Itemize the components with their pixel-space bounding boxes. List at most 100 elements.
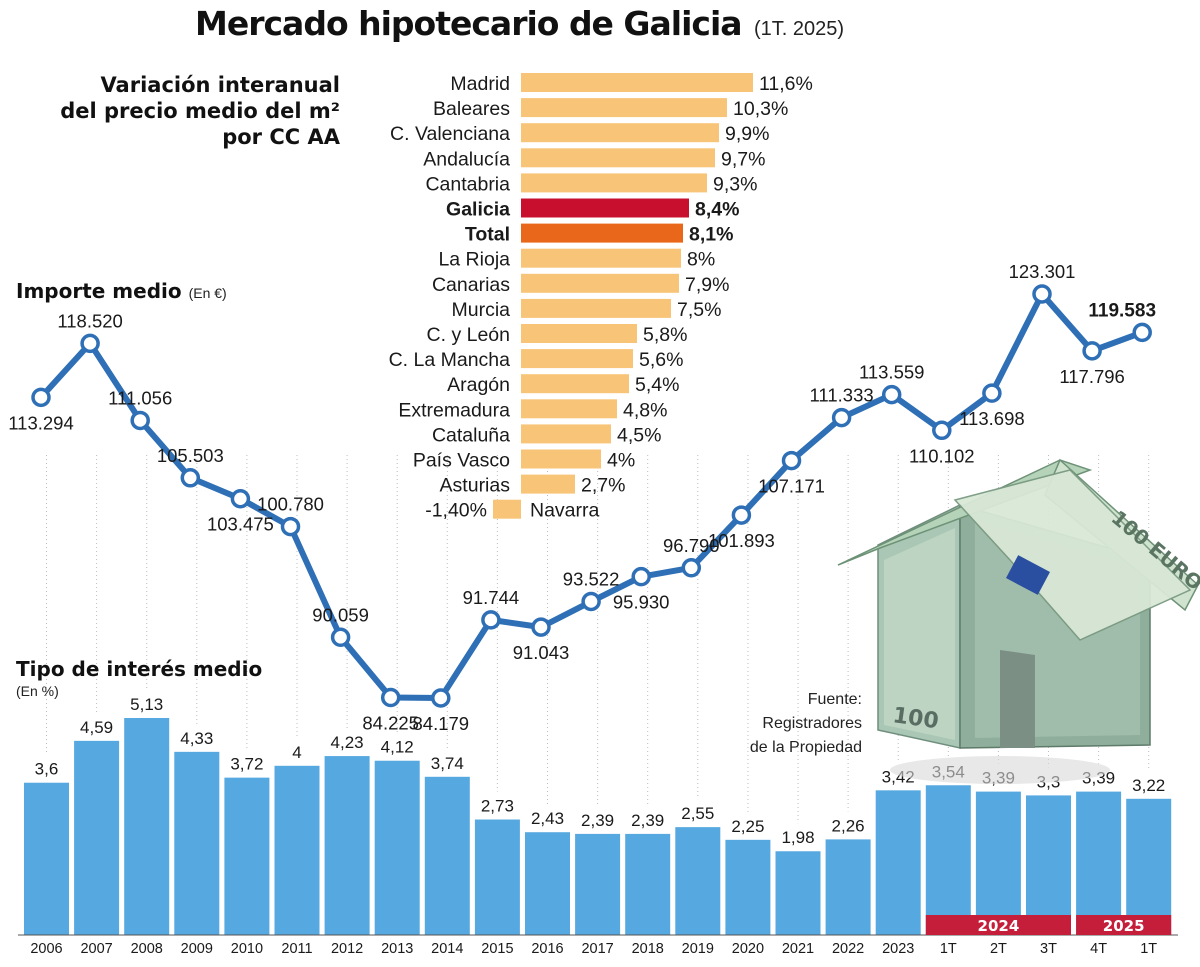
rate-chart-unit: (En %) <box>16 683 59 699</box>
amount-chart-title: Importe medio (En €) <box>16 279 227 303</box>
rate-value-label: 4,59 <box>80 718 113 737</box>
rate-value-label: 2,39 <box>581 811 614 830</box>
rate-bar <box>374 760 420 935</box>
region-value: 9,9% <box>725 123 769 145</box>
amount-chart-unit: (En €) <box>188 285 227 301</box>
rate-category-label: 1T <box>1140 941 1157 957</box>
rate-bar <box>324 756 370 935</box>
rate-category-label: 2010 <box>231 941 263 957</box>
amount-value-label: 111.333 <box>810 385 874 406</box>
amount-value-label: 123.301 <box>1009 261 1076 282</box>
rate-category-label: 2015 <box>481 941 513 957</box>
rate-bar <box>775 851 821 935</box>
amount-point <box>531 617 551 637</box>
amount-value-label: 118.520 <box>57 310 123 331</box>
amount-value-label: 84.179 <box>413 713 470 734</box>
rate-value-label: 3,22 <box>1132 776 1165 795</box>
region-bar <box>521 374 629 394</box>
rate-category-label: 2020 <box>732 941 764 957</box>
rate-bar <box>124 718 170 935</box>
region-bar <box>521 324 637 343</box>
region-value: 2,7% <box>581 475 625 497</box>
amount-point <box>1082 341 1102 361</box>
rate-category-label: 2016 <box>531 941 563 957</box>
rate-bar <box>825 839 871 935</box>
region-name: C. La Mancha <box>389 349 511 371</box>
region-name: Asturias <box>440 475 511 497</box>
rate-value-label: 4,23 <box>331 733 364 752</box>
region-bar <box>521 349 633 369</box>
amount-value-label: 100.780 <box>257 494 324 515</box>
rate-category-label: 2012 <box>331 941 363 957</box>
rate-value-label: 2,43 <box>531 809 564 828</box>
rate-value-label: 3,74 <box>431 754 464 773</box>
region-name: Galicia <box>446 199 510 221</box>
region-bar <box>521 173 707 193</box>
rate-bar <box>725 839 771 935</box>
rate-value-label: 3,72 <box>230 755 263 774</box>
amount-value-label: 117.796 <box>1059 366 1125 387</box>
rate-value-label: 1,98 <box>781 828 814 847</box>
rate-value-label: 2,25 <box>731 817 764 836</box>
amount-value-label: 84.225 <box>362 713 419 734</box>
amount-point <box>781 450 802 471</box>
amount-point <box>280 516 301 537</box>
region-value: 10,3% <box>733 98 788 120</box>
amount-value-label: 91.744 <box>463 587 520 608</box>
region-value: 5,8% <box>643 324 687 346</box>
rate-value-label: 3,6 <box>35 760 59 779</box>
period-band-label: 2025 <box>1103 917 1145 935</box>
rate-category-label: 2022 <box>832 941 864 957</box>
region-bar <box>493 499 521 519</box>
rate-bar <box>925 785 971 935</box>
region-bar <box>521 148 715 168</box>
amount-value-label: 113.294 <box>8 412 74 433</box>
rate-chart-title-text: Tipo de interés medio <box>16 657 263 681</box>
rate-bar <box>1126 798 1172 935</box>
rate-value-label: 4,33 <box>180 729 213 748</box>
rate-bar <box>274 765 320 935</box>
region-bar <box>521 248 681 268</box>
amount-point <box>881 384 902 405</box>
source-line-3: de la Propiedad <box>749 739 862 756</box>
rate-value-label: 5,13 <box>130 695 163 714</box>
period-band <box>1076 915 1172 935</box>
amount-value-label: 110.102 <box>909 445 975 466</box>
amount-point <box>1132 322 1152 343</box>
region-name: Extremadura <box>398 399 510 421</box>
region-name: Cantabria <box>425 173 510 195</box>
region-value: 9,3% <box>713 173 757 195</box>
amount-value-label: 95.930 <box>613 592 670 613</box>
amount-value-label: 93.522 <box>563 569 620 590</box>
period-band <box>925 915 1071 935</box>
rate-category-label: 2007 <box>80 941 112 957</box>
amount-point <box>932 420 952 441</box>
regional-price-variation-chart: Madrid 11,6% Baleares 10,3% C. Valenciana 9,9… <box>389 73 813 522</box>
rate-value-label: 2,39 <box>631 811 664 830</box>
regional-chart-title-line-3: por CC AA <box>222 125 340 149</box>
region-value: 9,7% <box>721 148 765 170</box>
source-line-1: Fuente: <box>807 691 862 708</box>
amount-point <box>581 591 601 612</box>
rate-bar <box>1076 791 1122 935</box>
amount-value-label: 105.503 <box>157 445 224 466</box>
region-value: 8,1% <box>689 224 733 246</box>
amount-point <box>380 687 401 708</box>
rate-value-label: 2,26 <box>832 816 865 835</box>
region-value: 5,4% <box>635 374 679 396</box>
amount-point <box>982 383 1002 403</box>
region-bar <box>521 298 671 318</box>
region-bar <box>521 98 727 118</box>
region-name: Madrid <box>450 73 510 95</box>
region-bar <box>521 123 719 143</box>
region-bar <box>521 73 753 92</box>
amount-point <box>230 488 251 509</box>
regional-chart-title: Variación interanual del precio medio de… <box>20 72 340 150</box>
region-bar <box>521 273 679 293</box>
rate-category-label: 2009 <box>181 941 213 957</box>
region-bar <box>521 223 683 243</box>
regional-chart-title-line-2: del precio medio del m² <box>60 99 340 123</box>
region-name: Navarra <box>530 500 600 522</box>
amount-point <box>31 387 51 408</box>
region-value: -1,40% <box>425 500 487 522</box>
